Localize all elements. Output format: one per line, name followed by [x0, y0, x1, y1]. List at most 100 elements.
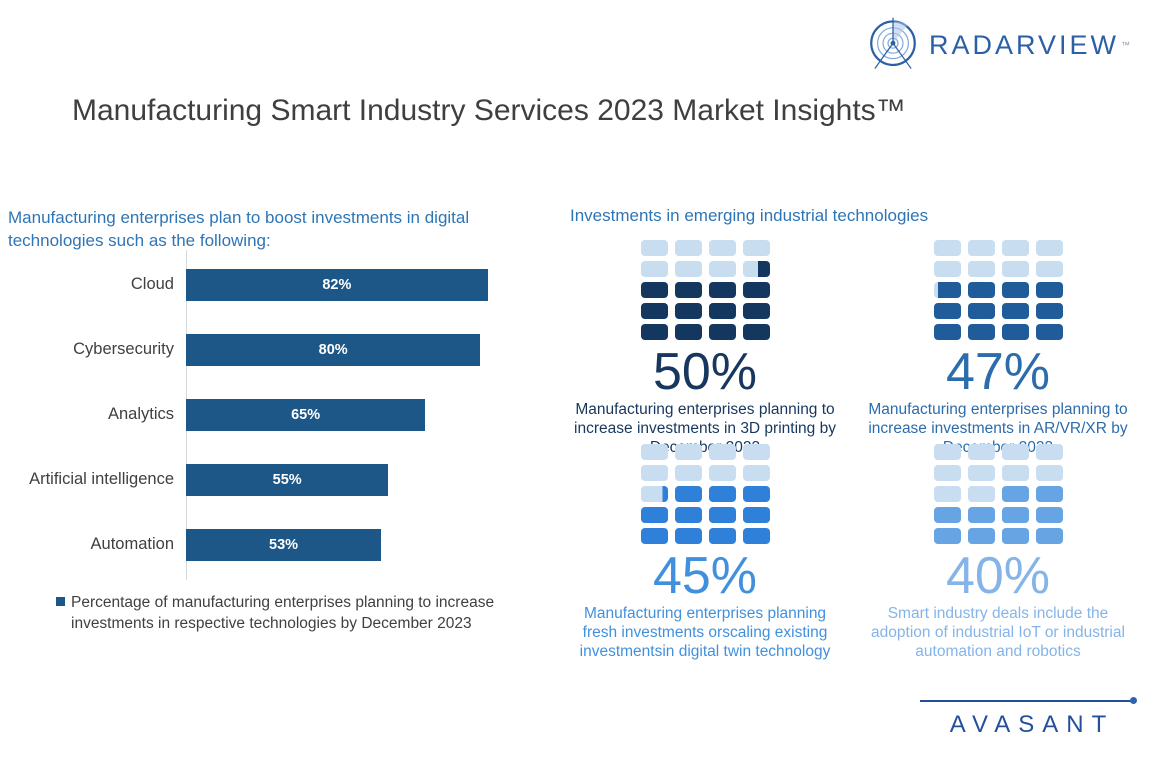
waffle-cell — [640, 528, 668, 544]
waffle-cell — [967, 465, 995, 481]
waffle-cell — [674, 507, 702, 523]
waffle-cell — [742, 261, 770, 277]
waffle-cell — [742, 465, 770, 481]
waffle-cell — [674, 465, 702, 481]
waffle-cell — [1035, 261, 1063, 277]
bar-track: 55% — [186, 463, 566, 496]
waffle-cell — [708, 528, 736, 544]
waffle-cell — [640, 261, 668, 277]
stat-value: 50% — [652, 343, 758, 401]
bar-row: Artificial intelligence 55% — [10, 447, 566, 512]
waffle-cell — [674, 324, 702, 340]
avasant-dot-icon — [1130, 697, 1137, 704]
waffle-cell — [640, 282, 668, 298]
waffle-grid — [933, 240, 1063, 340]
waffle-cell — [708, 444, 736, 460]
waffle-grid — [640, 444, 770, 544]
waffle-cell — [967, 240, 995, 256]
waffle-cell — [742, 240, 770, 256]
waffle-cell — [674, 444, 702, 460]
bar: 65% — [186, 398, 426, 431]
waffle-cell — [967, 282, 995, 298]
bar: 55% — [186, 463, 389, 496]
bar-chart-caption: Manufacturing enterprises plan to boost … — [8, 208, 470, 250]
waffle-cell — [640, 444, 668, 460]
waffle-cell — [742, 486, 770, 502]
waffle-cell — [674, 528, 702, 544]
waffle-cell — [1001, 444, 1029, 460]
bar-track: 53% — [186, 528, 566, 561]
bar-track: 80% — [186, 333, 566, 366]
bar-category-label: Cybersecurity — [73, 340, 174, 358]
bar: 82% — [186, 268, 488, 301]
waffle-cell — [933, 507, 961, 523]
bar-row: Cloud 82% — [10, 252, 566, 317]
waffle-cell — [967, 444, 995, 460]
bar-category-label: Automation — [90, 535, 174, 553]
bar-track: 82% — [186, 268, 566, 301]
bar-row: Cybersecurity 80% — [10, 317, 566, 382]
waffle-cell — [933, 465, 961, 481]
stat-block: 45% Manufacturing enterprises planning f… — [555, 444, 855, 661]
bar-category-label: Cloud — [130, 275, 174, 293]
avasant-logo: AVASANT — [920, 697, 1137, 739]
waffle-cell — [967, 528, 995, 544]
waffle-cell — [640, 486, 668, 502]
stat-caption: Manufacturing enterprises planning fresh… — [579, 605, 831, 660]
waffle-cell — [933, 444, 961, 460]
waffle-cell — [742, 303, 770, 319]
bar-chart-legend: Percentage of manufacturing enterprises … — [56, 592, 548, 634]
waffle-cell — [674, 240, 702, 256]
waffle-cell — [1035, 486, 1063, 502]
waffle-cell — [933, 303, 961, 319]
waffle-cell — [708, 282, 736, 298]
bar-track: 65% — [186, 398, 566, 431]
waffle-cell — [933, 486, 961, 502]
legend-swatch-icon — [56, 597, 65, 606]
bar-chart: Cloud 82% Cybersecurity 80% Analytics 65% Arti… — [10, 252, 566, 577]
waffle-cell — [708, 465, 736, 481]
waffle-cell — [1001, 507, 1029, 523]
waffle-cell — [708, 240, 736, 256]
waffle-cell — [674, 486, 702, 502]
page-title: Manufacturing Smart Industry Services 20… — [72, 94, 906, 127]
bar: 53% — [186, 528, 382, 561]
waffle-cell — [967, 507, 995, 523]
waffle-cell — [1001, 486, 1029, 502]
avasant-wordmark: AVASANT — [949, 711, 1115, 738]
stat-value: 45% — [652, 547, 758, 605]
waffle-cell — [708, 303, 736, 319]
waffle-cell — [742, 528, 770, 544]
waffle-cell — [742, 282, 770, 298]
stat-block: 40% Smart industry deals include the ado… — [848, 444, 1148, 661]
waffle-cell — [640, 303, 668, 319]
waffle-cell — [1001, 324, 1029, 340]
waffle-cell — [1001, 528, 1029, 544]
radarview-trademark: ™ — [1121, 40, 1131, 50]
waffle-cell — [742, 324, 770, 340]
waffle-cell — [708, 486, 736, 502]
stat-caption: Smart industry deals include the adoptio… — [871, 605, 1125, 660]
waffle-cell — [967, 261, 995, 277]
waffle-cell — [674, 282, 702, 298]
waffle-cell — [640, 465, 668, 481]
avasant-rule — [920, 697, 1137, 704]
radar-icon — [864, 16, 922, 74]
waffle-cell — [933, 282, 961, 298]
waffle-grid — [933, 444, 1063, 544]
waffle-cell — [933, 324, 961, 340]
waffle-cell — [1001, 240, 1029, 256]
bar-row: Automation 53% — [10, 512, 566, 577]
waffle-cell — [1035, 444, 1063, 460]
waffle-cell — [1001, 465, 1029, 481]
waffle-cell — [967, 324, 995, 340]
waffle-cell — [640, 507, 668, 523]
legend-label: Percentage of manufacturing enterprises … — [71, 594, 495, 632]
waffle-cell — [674, 261, 702, 277]
waffle-cell — [708, 261, 736, 277]
bar-value-label: 55% — [272, 471, 302, 488]
bar-value-label: 65% — [291, 406, 321, 423]
waffle-cell — [1001, 261, 1029, 277]
waffle-cell — [1035, 282, 1063, 298]
